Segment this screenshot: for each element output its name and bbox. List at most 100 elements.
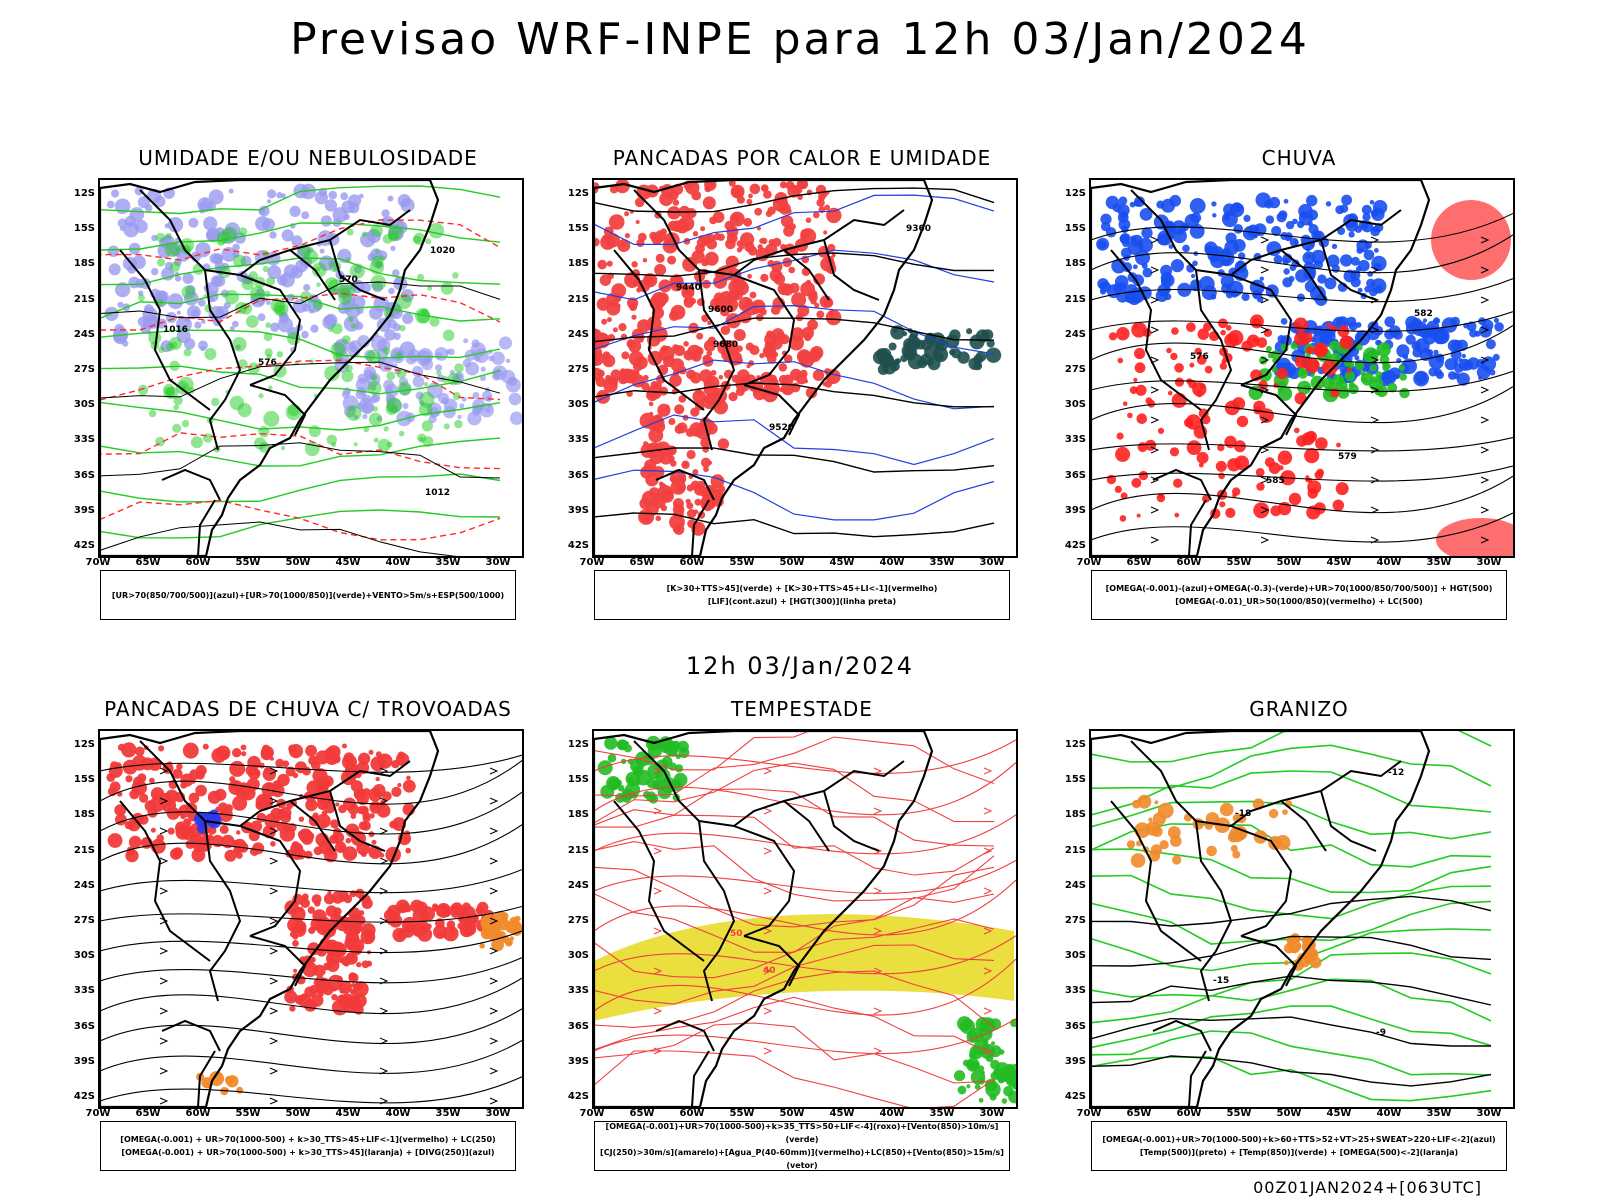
panel-legend: [OMEGA(-0.001)+UR>70(1000-500)+k>60+TTS>… [1091, 1121, 1507, 1171]
latitude-label: 15S [567, 223, 589, 235]
latitude-label: 30S [73, 399, 95, 411]
longitude-label: 35W [435, 1108, 461, 1119]
map-canvas: -12 -15 -18 -9 [1091, 731, 1492, 1107]
panel-title: CHUVA [1261, 146, 1337, 170]
panel-legend: [K>30+TTS>45](verde) + [K>30+TTS>45+LI<-… [594, 570, 1010, 620]
longitude-label: 55W [235, 557, 261, 568]
latitude-label: 27S [1064, 915, 1086, 926]
latitude-label: 42S [73, 1091, 95, 1102]
longitude-label: 40W [1376, 557, 1402, 568]
latitude-label: 12S [1064, 739, 1086, 750]
contour-label: -15 [1213, 976, 1229, 986]
legend-line: [OMEGA(-0.001) + UR>70(1000-500) + k>30_… [121, 1148, 495, 1157]
latitude-label: 18S [567, 258, 589, 270]
latitude-label: 12S [567, 739, 589, 750]
contour-label: 9360 [906, 224, 931, 234]
longitude-label: 35W [1426, 557, 1452, 568]
contour-label: 50 [730, 929, 743, 939]
longitude-label: 40W [879, 1108, 905, 1119]
latitude-label: 36S [73, 1020, 95, 1032]
legend-line: [K>30+TTS>45](verde) + [K>30+TTS>45+LI<-… [666, 584, 938, 593]
latitude-label: 12S [73, 188, 95, 199]
latitude-label: 30S [73, 950, 95, 962]
contour-label: 579 [1338, 452, 1357, 462]
longitude-label: 60W [1176, 1108, 1202, 1119]
latitude-label: 21S [73, 844, 95, 856]
latitude-label: 42S [73, 540, 95, 551]
contour-label: 570 [339, 275, 358, 285]
longitude-label: 40W [879, 557, 905, 568]
latitude-label: 21S [567, 844, 589, 856]
map-canvas: 579 576 582 585 [1091, 180, 1513, 556]
longitude-label: 45W [1326, 557, 1352, 568]
contour-label: 585 [1266, 476, 1285, 486]
latitude-label: 12S [1064, 188, 1086, 199]
latitude-label: 18S [73, 809, 95, 821]
latitude-label: 15S [1064, 774, 1086, 786]
contour-label: 1016 [163, 325, 188, 335]
longitude-label: 65W [1126, 557, 1152, 568]
latitude-label: 18S [567, 809, 589, 821]
latitude-label: 30S [567, 950, 589, 962]
contour-label: 576 [258, 358, 277, 368]
forecast-time-label: 12h 03/Jan/2024 [685, 652, 915, 680]
longitude-label: 35W [929, 1108, 955, 1119]
longitude-label: 50W [285, 1108, 311, 1119]
longitude-label: 70W [1076, 1108, 1102, 1119]
longitude-label: 45W [335, 1108, 361, 1119]
latitude-label: 42S [567, 1091, 589, 1102]
latitude-label: 36S [1064, 469, 1086, 481]
latitude-label: 24S [567, 879, 589, 891]
contour-label: -12 [1388, 768, 1404, 778]
longitude-label: 70W [85, 1108, 111, 1119]
latitude-label: 33S [1064, 434, 1086, 446]
forecast-map: 579 576 582 585 [1089, 178, 1515, 558]
latitude-label: 42S [1064, 1091, 1086, 1102]
latitude-label: 33S [73, 985, 95, 997]
longitude-label: 60W [1176, 557, 1202, 568]
latitude-label: 39S [567, 1055, 589, 1067]
latitude-label: 39S [1064, 504, 1086, 516]
contour-label: 1012 [425, 488, 450, 498]
latitude-label: 18S [1064, 809, 1086, 821]
longitude-label: 35W [929, 557, 955, 568]
longitude-label: 65W [1126, 1108, 1152, 1119]
longitude-label: 45W [829, 557, 855, 568]
longitude-label: 35W [435, 557, 461, 568]
longitude-label: 55W [1226, 1108, 1252, 1119]
contour-label: 9600 [708, 305, 733, 315]
longitude-label: 30W [1476, 1108, 1502, 1119]
map-canvas: 40 50 [594, 731, 1016, 1107]
legend-line: [CJ(250)>30m/s](amarelo)+[Agua_P(40-60mm… [600, 1148, 1004, 1170]
latitude-label: 24S [1064, 328, 1086, 340]
contour-label: 9440 [676, 283, 701, 293]
longitude-label: 65W [629, 1108, 655, 1119]
longitude-label: 70W [85, 557, 111, 568]
latitude-label: 27S [73, 915, 95, 926]
page-title: Previsao WRF-INPE para 12h 03/Jan/2024 [290, 14, 1310, 65]
latitude-label: 21S [73, 293, 95, 305]
longitude-label: 45W [829, 1108, 855, 1119]
latitude-label: 39S [567, 504, 589, 516]
longitude-label: 50W [779, 557, 805, 568]
longitude-label: 30W [1476, 557, 1502, 568]
latitude-label: 15S [1064, 223, 1086, 235]
longitude-label: 30W [979, 557, 1005, 568]
latitude-label: 42S [1064, 540, 1086, 551]
latitude-label: 21S [1064, 293, 1086, 305]
latitude-label: 12S [73, 739, 95, 750]
legend-line: [OMEGA(-0.001)-(azul)+OMEGA(-0.3)-(verde… [1105, 584, 1493, 593]
latitude-label: 15S [567, 774, 589, 786]
latitude-label: 27S [73, 364, 95, 375]
forecast-map: 1012 1016 1020 576 570 [98, 178, 524, 558]
longitude-label: 50W [285, 557, 311, 568]
latitude-label: 12S [567, 188, 589, 199]
legend-line: [OMEGA(-0.001) + UR>70(1000-500) + k>30_… [120, 1135, 496, 1144]
latitude-label: 18S [1064, 258, 1086, 270]
longitude-label: 45W [335, 557, 361, 568]
legend-line: [OMEGA(-0.001)+UR>70(1000-500)+k>60+TTS>… [1102, 1135, 1496, 1144]
forecast-map: -12 -15 -18 -9 [1089, 729, 1515, 1109]
latitude-label: 36S [567, 1020, 589, 1032]
longitude-label: 65W [135, 557, 161, 568]
longitude-label: 55W [235, 1108, 261, 1119]
